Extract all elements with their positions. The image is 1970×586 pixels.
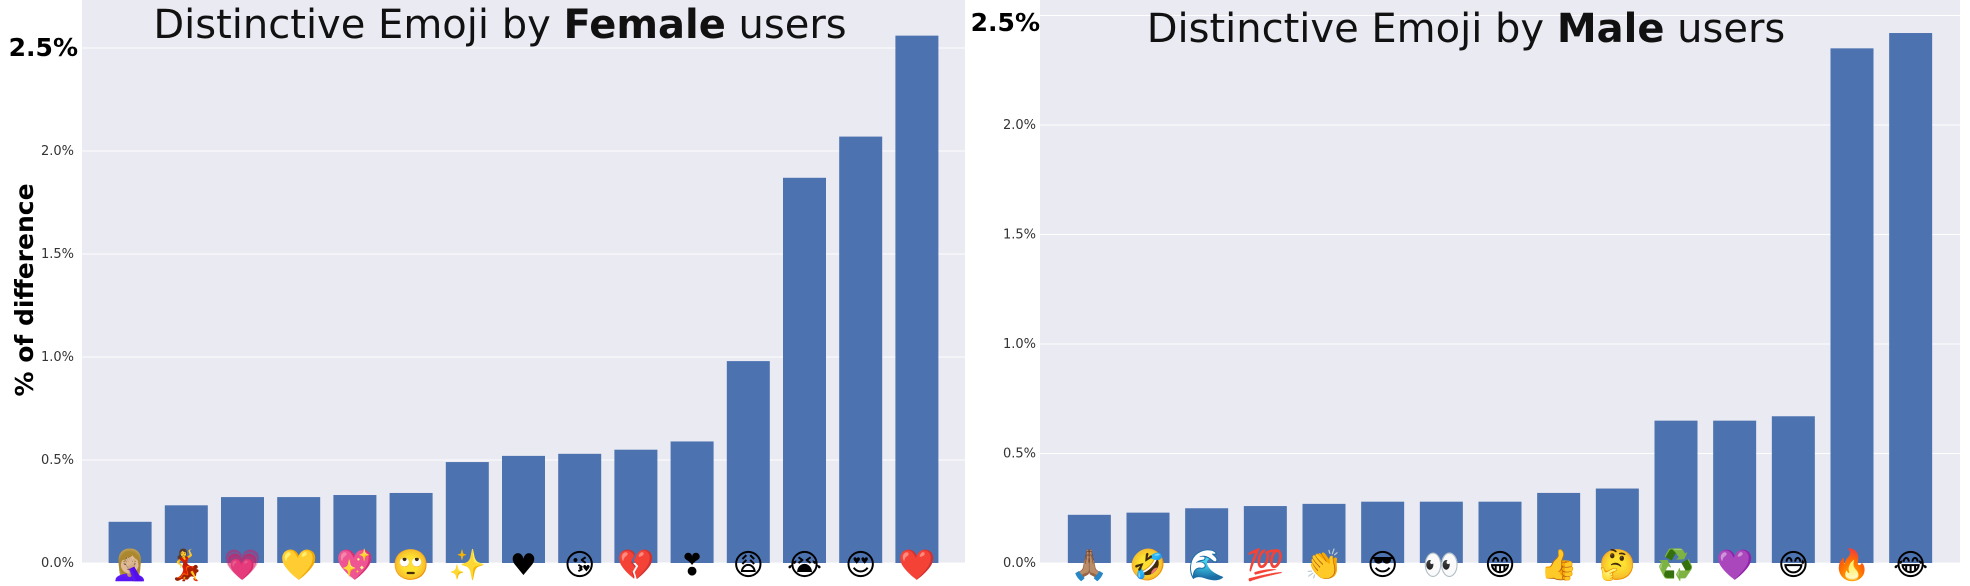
bar xyxy=(445,462,489,563)
title-prefix: Distinctive Emoji by xyxy=(1147,6,1557,52)
chart-title: Distinctive Emoji by Female users xyxy=(153,2,846,48)
bar xyxy=(1771,416,1815,563)
bar xyxy=(614,449,658,563)
bar xyxy=(1713,420,1757,563)
bar xyxy=(1243,506,1287,563)
bar xyxy=(726,361,770,563)
title-bold: Female xyxy=(563,2,725,48)
bar xyxy=(1537,492,1581,563)
y-tick-top-label: 2.5% xyxy=(9,33,78,62)
x-tick-emoji: 😅 xyxy=(1778,548,1809,583)
y-tick-label: 1.5% xyxy=(1003,228,1036,243)
y-tick-top-label: 2.5% xyxy=(971,8,1040,37)
bar xyxy=(389,492,433,563)
y-tick-label: 2.0% xyxy=(1003,118,1036,133)
x-tick-emoji: 😎 xyxy=(1367,548,1398,583)
x-tick-emoji: ❣ xyxy=(680,548,705,583)
plot-background xyxy=(1040,0,1960,563)
bar xyxy=(1067,514,1111,563)
x-tick-emoji: 😂 xyxy=(1893,548,1928,583)
bar xyxy=(1185,508,1229,563)
bar xyxy=(1595,488,1639,563)
bar xyxy=(1302,503,1346,563)
x-tick-emoji: 🙄 xyxy=(392,548,429,583)
x-tick-emoji: 😁 xyxy=(1484,548,1515,583)
y-axis-label: % of difference xyxy=(10,183,39,396)
x-tick-emoji: 🌊 xyxy=(1188,547,1225,583)
bar xyxy=(108,521,152,563)
x-tick-emoji: 💯 xyxy=(1247,547,1284,583)
x-tick-emoji: 😭 xyxy=(787,548,822,583)
x-tick-emoji: 💔 xyxy=(617,548,655,583)
bar xyxy=(333,495,377,563)
bar xyxy=(1126,512,1170,563)
bar xyxy=(1830,48,1874,564)
bar xyxy=(277,497,321,563)
title-suffix: users xyxy=(1664,6,1785,52)
y-tick-label: 0.0% xyxy=(41,556,74,571)
female-chart: 0.0% 0.5% 1.0% 1.5% 2.0% 2.5% 🤦🏼‍♀️ 💃 💗 💛 💖 🙄 ✨ ♥ 😘 💔 ❣ 😩… xyxy=(9,0,965,583)
male-chart: 0.0% 0.5% 1.0% 1.5% 2.0% 2.5% 🙏🏽 🤣 🌊 💯 👏 😎 👀 😁 👍 🤔 ♻️ 💜 😅 🔥… xyxy=(971,0,1960,584)
x-tick-emoji: 💗 xyxy=(224,548,262,583)
bar xyxy=(895,35,939,563)
x-tick-emoji: 👏 xyxy=(1305,547,1342,583)
x-tick-emoji: 🤔 xyxy=(1599,548,1636,583)
x-tick-emoji: 🙏🏽 xyxy=(1071,548,1108,583)
bar xyxy=(164,505,208,563)
bar xyxy=(502,455,545,563)
x-tick-emoji: ♥ xyxy=(510,548,537,583)
bar xyxy=(221,497,264,563)
x-tick-emoji: ❤️ xyxy=(898,548,936,583)
chart-title: Distinctive Emoji by Male users xyxy=(1147,6,1786,52)
bar xyxy=(839,136,883,563)
y-tick-label: 0.0% xyxy=(1003,556,1036,571)
title-prefix: Distinctive Emoji by xyxy=(153,2,563,48)
x-tick-emoji: 🔥 xyxy=(1833,547,1870,583)
bar xyxy=(1889,33,1933,563)
x-tick-emoji: 🤦🏼‍♀️ xyxy=(111,547,148,583)
x-tick-emoji: ✨ xyxy=(449,548,486,583)
title-bold: Male xyxy=(1557,6,1665,52)
bar xyxy=(1419,501,1463,563)
y-tick-label: 0.5% xyxy=(41,453,74,468)
bar xyxy=(783,177,826,563)
bar xyxy=(558,453,602,563)
x-tick-emoji: 👀 xyxy=(1423,548,1460,583)
y-tick-label: 1.0% xyxy=(41,350,74,365)
x-tick-emoji: 😘 xyxy=(564,548,595,583)
x-tick-emoji: 💃 xyxy=(168,547,205,583)
title-suffix: users xyxy=(726,2,847,48)
x-tick-emoji: 💖 xyxy=(336,547,374,583)
x-tick-emoji: 🤣 xyxy=(1128,547,1166,584)
bar xyxy=(670,441,714,563)
bar xyxy=(1478,501,1522,563)
bar xyxy=(1361,501,1405,563)
x-tick-emoji: 😩 xyxy=(733,548,764,583)
x-tick-emoji: 💜 xyxy=(1716,548,1754,583)
y-tick-label: 1.5% xyxy=(41,247,74,262)
x-tick-emoji: 💛 xyxy=(280,548,318,583)
x-tick-emoji: 👍 xyxy=(1540,547,1577,583)
y-tick-label: 0.5% xyxy=(1003,447,1036,462)
y-tick-label: 2.0% xyxy=(41,144,74,159)
x-tick-emoji: ♻️ xyxy=(1657,547,1694,583)
x-tick-emoji: 😍 xyxy=(845,548,876,583)
y-tick-label: 1.0% xyxy=(1003,337,1036,352)
bar xyxy=(1654,420,1698,563)
